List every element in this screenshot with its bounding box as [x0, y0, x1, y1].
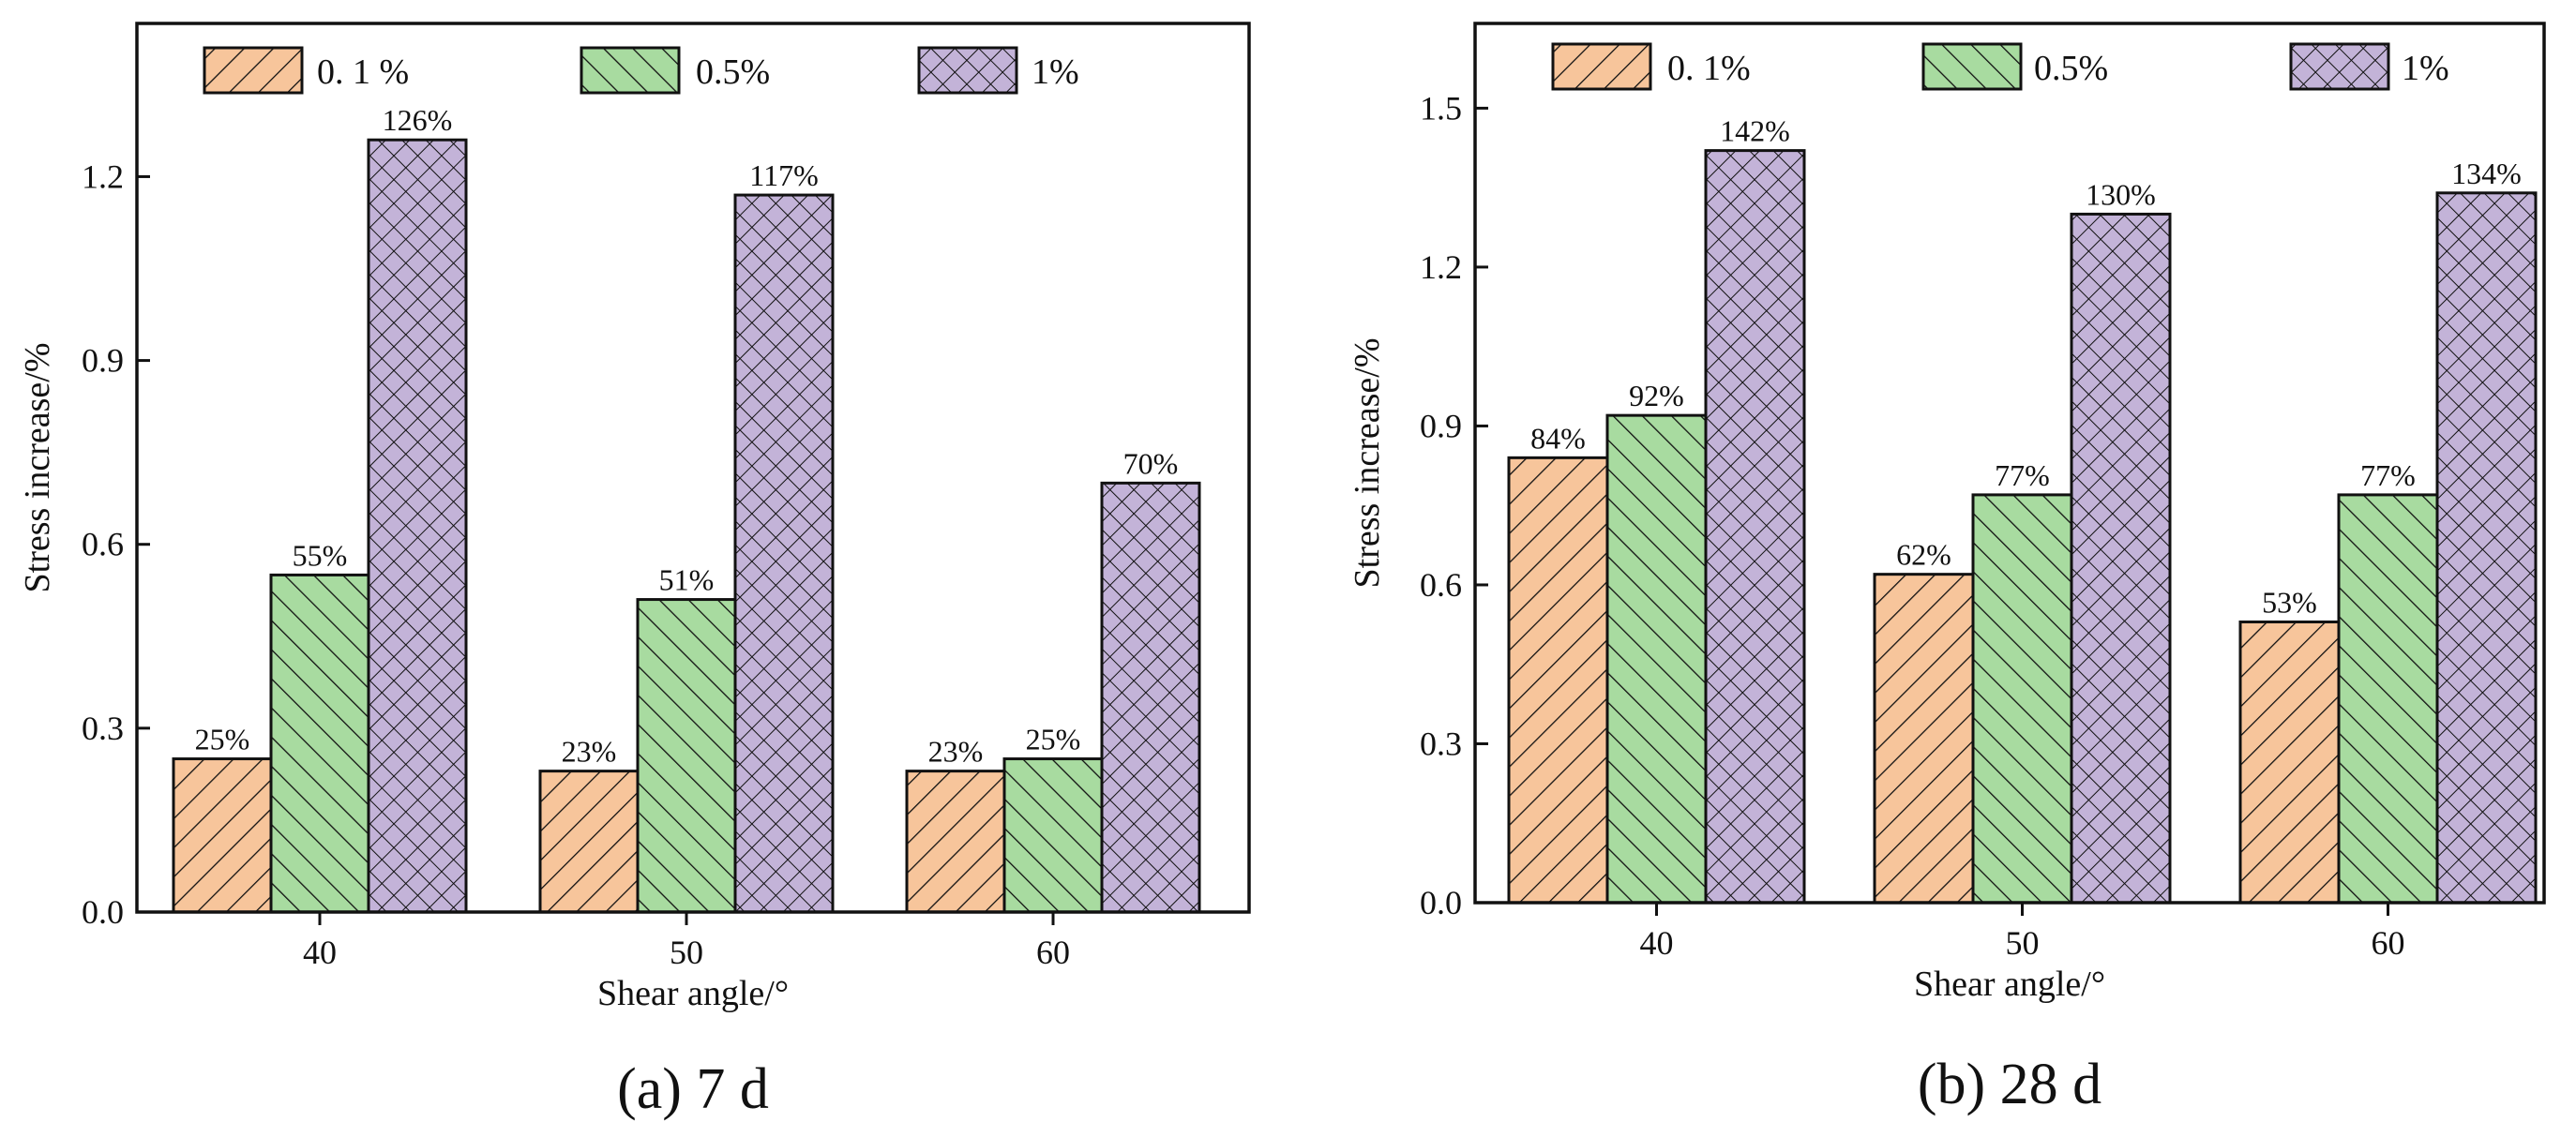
x-tick-label: 40 — [303, 934, 337, 971]
caption-letter: (b) — [1918, 1053, 2000, 1116]
data-label: 84% — [1530, 421, 1586, 455]
bar — [1002, 757, 1104, 914]
caption-text: 28 d — [2000, 1053, 2102, 1116]
data-label: 77% — [1995, 458, 2050, 492]
panel-b: 84% 62% 53% 92% 77% 77% 142% 130% 134% 0.0 0.3 0.6 0… — [1348, 22, 2546, 1116]
legend-label: 0.5% — [696, 52, 770, 92]
x-tick-label: 50 — [670, 934, 703, 971]
bar — [172, 757, 273, 914]
legend-swatch — [1551, 42, 1652, 91]
y-tick-label: 0.6 — [82, 526, 124, 563]
bar — [2435, 191, 2538, 905]
panel-caption: (a) 7 d — [617, 1057, 769, 1121]
data-label: 70% — [1123, 446, 1179, 480]
legend-swatch — [2289, 42, 2390, 91]
caption-text: 7 d — [696, 1057, 769, 1121]
data-label: 53% — [2262, 586, 2317, 620]
data-label: 23% — [562, 735, 617, 769]
data-label: 130% — [2086, 177, 2156, 211]
data-label: 62% — [1896, 538, 1951, 572]
data-label: 77% — [2360, 458, 2416, 492]
bar — [1971, 493, 2073, 905]
legend-swatch — [580, 46, 681, 95]
data-label: 51% — [659, 563, 715, 597]
x-axis-title: Shear angle/° — [597, 974, 789, 1013]
y-tick-label: 0.9 — [1420, 407, 1462, 444]
legend-swatch — [203, 46, 304, 95]
data-label: 142% — [1720, 114, 1790, 148]
x-tick-label: 50 — [2006, 924, 2040, 962]
plot-frame — [1473, 22, 2546, 905]
bar — [1873, 573, 1975, 905]
legend-swatch — [1921, 42, 2023, 91]
y-axis-title: Stress increase/% — [18, 343, 57, 593]
legend-label: 1% — [1032, 52, 1079, 92]
data-label: 134% — [2451, 157, 2522, 190]
y-tick-label: 1.5 — [1420, 89, 1462, 127]
bar — [2070, 212, 2172, 905]
legend-label: 0.5% — [2034, 49, 2108, 88]
data-label: 25% — [195, 723, 250, 756]
legend-swatch — [917, 46, 1018, 95]
data-label: 126% — [383, 103, 453, 137]
panel-a: 25% 23% 23% 55% 51% 25% 126% 117% 70% 0.0 0.3 0.6 0.… — [18, 22, 1251, 1121]
y-tick-label: 0.3 — [82, 710, 124, 747]
y-axis-title: Stress increase/% — [1348, 338, 1387, 589]
x-axis-title: Shear angle/° — [1914, 965, 2105, 1004]
legend-label: 1% — [2402, 49, 2449, 88]
bar — [733, 193, 835, 914]
y-tick-label: 0.9 — [82, 342, 124, 380]
data-label: 23% — [928, 735, 984, 769]
data-label: 55% — [293, 538, 348, 572]
bar — [905, 770, 1006, 914]
y-tick-label: 1.2 — [82, 157, 124, 195]
bar — [1100, 481, 1201, 914]
bar — [538, 770, 640, 914]
y-tick-label: 0.0 — [1420, 884, 1462, 921]
caption-letter: (a) — [617, 1057, 696, 1121]
data-label: 25% — [1026, 723, 1081, 756]
bar — [636, 598, 737, 914]
legend-label: 0. 1% — [1667, 49, 1751, 88]
bar — [1704, 149, 1806, 905]
y-tick-label: 0.3 — [1420, 725, 1462, 762]
data-label: 117% — [749, 158, 818, 192]
bar — [367, 138, 468, 914]
plot-frame — [135, 22, 1251, 914]
bar — [1507, 456, 1609, 905]
x-tick-label: 60 — [1036, 934, 1070, 971]
y-tick-label: 1.2 — [1420, 248, 1462, 286]
legend-label: 0. 1 % — [317, 52, 409, 92]
x-tick-label: 60 — [2372, 924, 2405, 962]
panel-caption: (b) 28 d — [1918, 1053, 2101, 1116]
bar — [2238, 621, 2341, 905]
y-tick-label: 0.0 — [82, 893, 124, 931]
data-label: 92% — [1629, 379, 1684, 412]
x-tick-label: 40 — [1640, 924, 1674, 962]
bar — [1605, 413, 1708, 905]
bar — [269, 573, 370, 914]
y-tick-label: 0.6 — [1420, 566, 1462, 604]
bar — [2337, 493, 2439, 905]
